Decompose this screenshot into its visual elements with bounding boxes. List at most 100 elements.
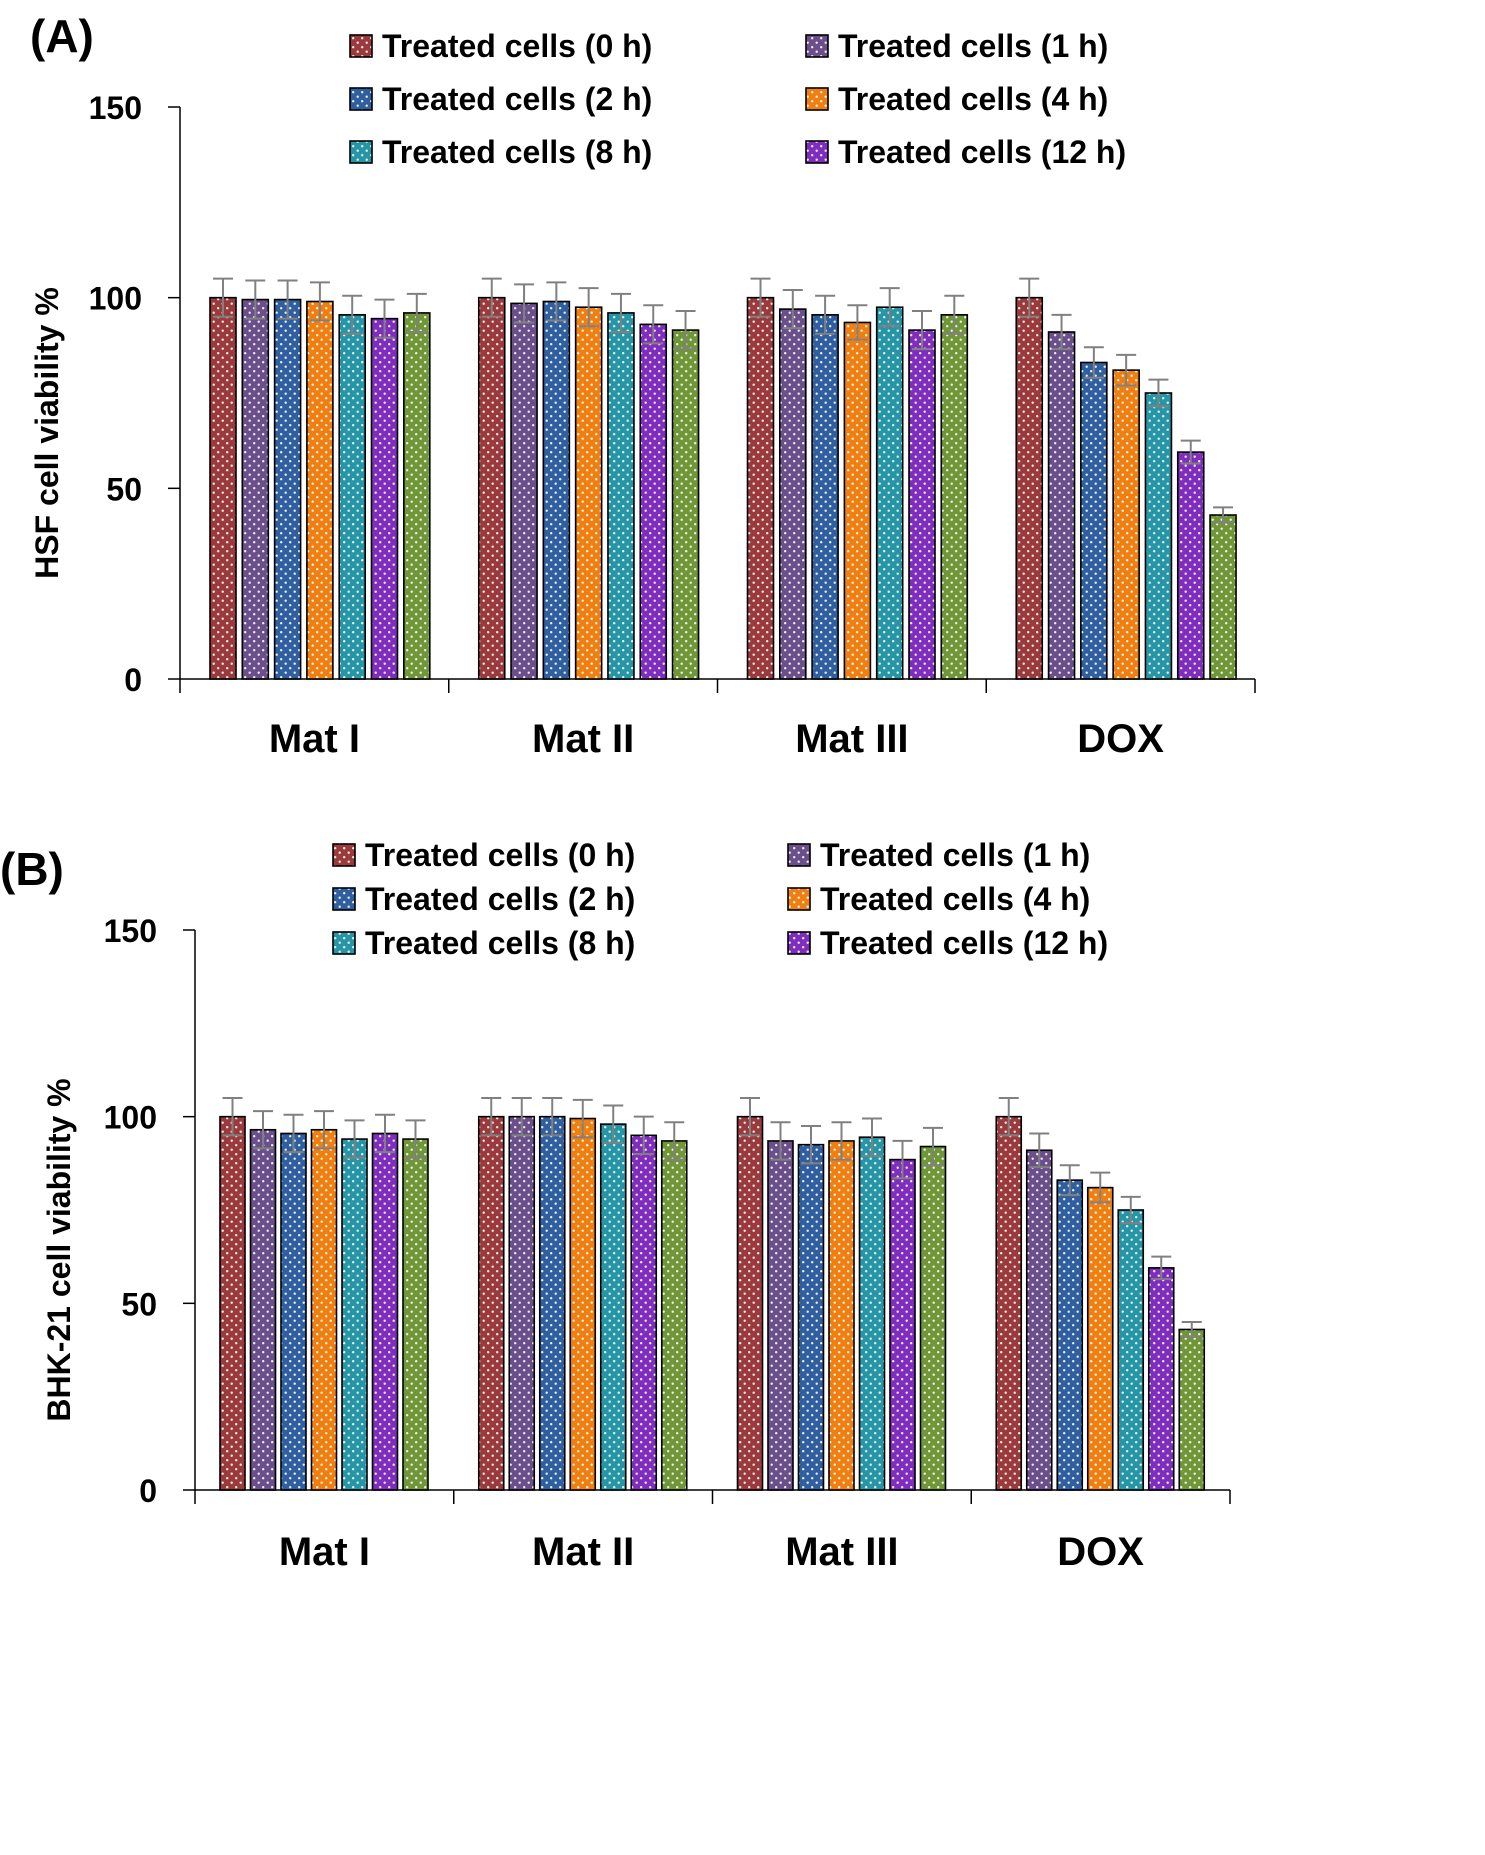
y-tick-label: 150 — [89, 90, 142, 126]
bar — [538, 1115, 566, 1491]
bar — [858, 1136, 886, 1491]
y-tick-label: 100 — [89, 281, 142, 317]
error-bar — [633, 1115, 654, 1155]
legend-item: Treated cells (12 h) — [805, 134, 1126, 170]
error-bar — [213, 277, 233, 318]
error-bar — [1059, 1164, 1080, 1197]
legend-swatch — [787, 931, 811, 955]
y-tick-label: 50 — [106, 471, 142, 507]
y-tick-label: 150 — [104, 913, 157, 949]
legend-swatch — [349, 140, 373, 164]
y-tick-label: 0 — [139, 1473, 157, 1509]
bar — [940, 314, 969, 680]
error-bar — [253, 1110, 273, 1150]
legend-swatch — [787, 843, 811, 867]
legend-label: Treated cells (12 h) — [838, 134, 1126, 170]
legend-item: Treated cells (12 h) — [787, 925, 1108, 961]
error-bar — [245, 279, 266, 320]
error-bar — [1083, 346, 1104, 379]
error-bar — [610, 292, 631, 333]
legend-swatch — [349, 34, 373, 58]
legend-swatch — [805, 34, 829, 58]
error-bar — [892, 1139, 913, 1180]
y-tick-label: 100 — [104, 1100, 157, 1136]
x-category-label: Mat III — [795, 717, 908, 761]
legend-item: Treated cells (0 h) — [332, 837, 635, 873]
bar — [508, 1115, 536, 1491]
legend-swatch — [332, 843, 356, 867]
error-bar — [998, 1097, 1019, 1137]
error-bar — [1120, 1195, 1141, 1225]
error-bar — [675, 310, 696, 351]
bar — [1086, 1186, 1114, 1491]
error-bar — [923, 1126, 943, 1167]
bar — [875, 306, 904, 680]
legend-label: Treated cells (0 h) — [365, 837, 635, 873]
bar — [371, 1132, 399, 1491]
error-bar — [1148, 378, 1169, 408]
error-bar — [1213, 506, 1234, 524]
bar — [219, 1115, 246, 1491]
error-bar — [879, 287, 900, 328]
error-bar — [831, 1121, 852, 1161]
bar — [1176, 451, 1205, 680]
error-bar — [1116, 353, 1137, 387]
error-bar — [1180, 439, 1201, 465]
error-bar — [283, 1113, 304, 1154]
legend-swatch — [805, 140, 829, 164]
error-bar — [740, 1097, 760, 1137]
error-bar — [375, 1113, 395, 1154]
bar — [477, 1115, 505, 1491]
bar — [828, 1140, 855, 1491]
y-tick-label: 0 — [124, 662, 142, 698]
bar — [599, 1123, 627, 1491]
y-tick-label: 50 — [121, 1286, 157, 1322]
bar — [1056, 1179, 1084, 1491]
error-bar — [1051, 313, 1072, 351]
x-category-label: Mat II — [532, 717, 634, 761]
bar — [1178, 1328, 1206, 1491]
error-bar — [1019, 277, 1040, 318]
bar — [607, 312, 635, 680]
legend-label: Treated cells (8 h) — [382, 134, 652, 170]
error-bar — [1029, 1132, 1050, 1169]
legend-label: Treated cells (0 h) — [382, 28, 652, 64]
legend-swatch — [332, 931, 356, 955]
error-bar — [309, 281, 330, 322]
bar — [249, 1128, 277, 1491]
legend-label: Treated cells (4 h) — [838, 81, 1108, 117]
error-bar — [1181, 1321, 1202, 1338]
chart-panel-a: (A) HSF cell viability % 0 50 100 150 Mat I Mat… — [29, 10, 1256, 761]
error-bar — [603, 1104, 624, 1144]
bar — [542, 300, 571, 680]
bar — [1209, 514, 1237, 680]
bar — [1147, 1267, 1175, 1491]
bar — [746, 296, 775, 680]
bar — [1112, 369, 1140, 680]
legend-item: Treated cells (4 h) — [787, 881, 1090, 917]
bar — [402, 312, 431, 680]
bar — [660, 1140, 688, 1491]
error-bar — [664, 1121, 685, 1161]
error-bar — [344, 1119, 365, 1159]
bar — [341, 1138, 368, 1491]
bar — [1080, 361, 1108, 680]
error-bar — [862, 1117, 882, 1157]
legend-item: Treated cells (2 h) — [332, 881, 635, 917]
error-bar — [944, 294, 965, 335]
bar — [1015, 296, 1044, 680]
error-bar — [815, 294, 836, 335]
bar — [908, 329, 936, 680]
bar — [919, 1145, 947, 1491]
panel-label: (B) — [0, 843, 64, 895]
bar — [402, 1138, 429, 1491]
bar — [280, 1132, 307, 1491]
legend-item: Treated cells (0 h) — [349, 28, 652, 64]
bar — [1117, 1209, 1145, 1491]
error-bar — [481, 277, 502, 318]
error-bar — [770, 1121, 791, 1161]
x-category-label: DOX — [1057, 1530, 1144, 1574]
error-bar — [572, 1098, 593, 1139]
bar — [736, 1115, 764, 1491]
